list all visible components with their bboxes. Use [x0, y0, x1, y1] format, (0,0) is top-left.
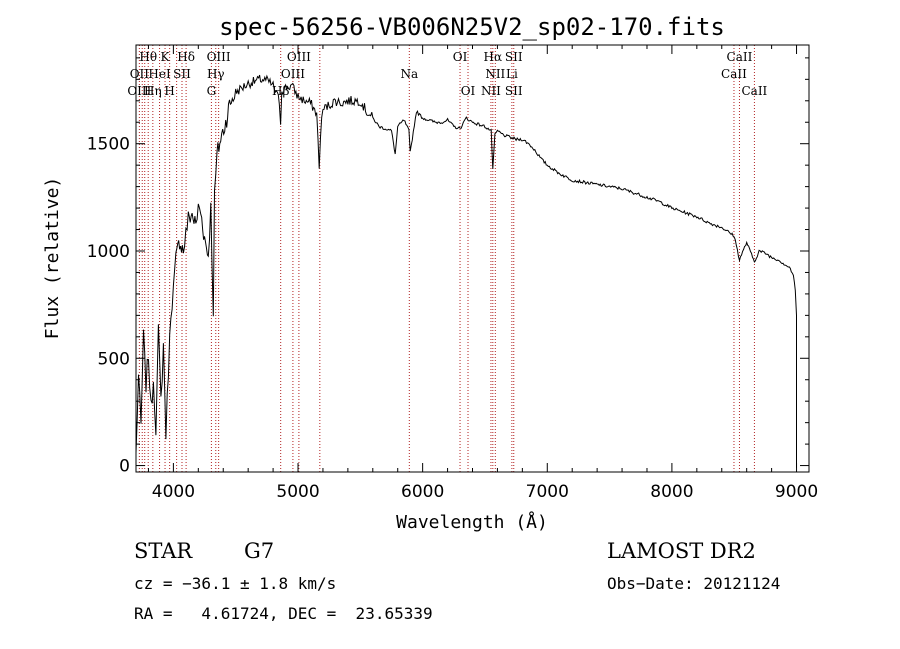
line-label: SII: [505, 50, 523, 64]
line-label: OII: [130, 67, 150, 81]
line-label: OIII: [207, 50, 231, 64]
line-label: CaII: [741, 84, 767, 98]
axes: 4000 5000 6000 7000 8000 9000 0 500 1000 1500: [87, 45, 818, 502]
survey-name: LAMOST DR2: [607, 539, 756, 563]
chart-title: spec-56256-VB006N25V2_sp02-170.fits: [219, 13, 725, 41]
x-tick-label: 7000: [526, 482, 569, 502]
x-tick-label: 9000: [775, 482, 818, 502]
object-type: STAR: [134, 539, 193, 563]
y-tick-label: 1500: [87, 135, 130, 155]
line-label: OIII: [127, 84, 151, 98]
y-tick-label: 500: [98, 349, 130, 369]
x-axis-label: Wavelength (Å): [396, 511, 548, 533]
line-label: Li: [506, 67, 518, 81]
x-tick-label: 6000: [401, 482, 444, 502]
line-label: CaII: [727, 50, 753, 64]
line-label: OI: [461, 84, 476, 98]
x-tick-label: 5000: [276, 482, 319, 502]
line-label: SII: [173, 67, 191, 81]
spectrum-series: [135, 74, 797, 468]
line-label: Hθ: [139, 50, 157, 64]
subclass: G7: [244, 539, 275, 563]
x-tick-label: 8000: [650, 482, 693, 502]
line-label: Hγ: [207, 67, 225, 81]
line-label: OI: [453, 50, 468, 64]
y-tick-label: 1000: [87, 242, 130, 262]
coordinates-text: RA = 4.61724, DEC = 23.65339: [134, 604, 433, 623]
line-label: Hδ: [177, 50, 195, 64]
line-label: H: [164, 84, 174, 98]
line-label: Hβ: [272, 84, 289, 98]
line-label: Hη: [144, 84, 162, 98]
line-label: SII: [505, 84, 523, 98]
y-tick-label: 0: [119, 457, 130, 477]
line-label: OIII: [287, 50, 311, 64]
line-label: OIII: [281, 67, 305, 81]
line-label: CaII: [721, 67, 747, 81]
line-label: NII: [481, 84, 501, 98]
line-label: K: [161, 50, 171, 64]
y-axis-label: Flux (relative): [42, 177, 63, 340]
line-label: NII: [485, 67, 505, 81]
redshift-text: cz = −36.1 ± 1.8 km/s: [134, 574, 337, 593]
line-label: G: [207, 84, 217, 98]
x-tick-label: 4000: [152, 482, 195, 502]
obs-date-text: Obs−Date: 20121124: [607, 574, 781, 593]
line-label: HeI: [148, 67, 171, 81]
spectrum-line: [135, 74, 797, 468]
line-label: Hα: [484, 50, 503, 64]
line-label: Na: [400, 67, 418, 81]
